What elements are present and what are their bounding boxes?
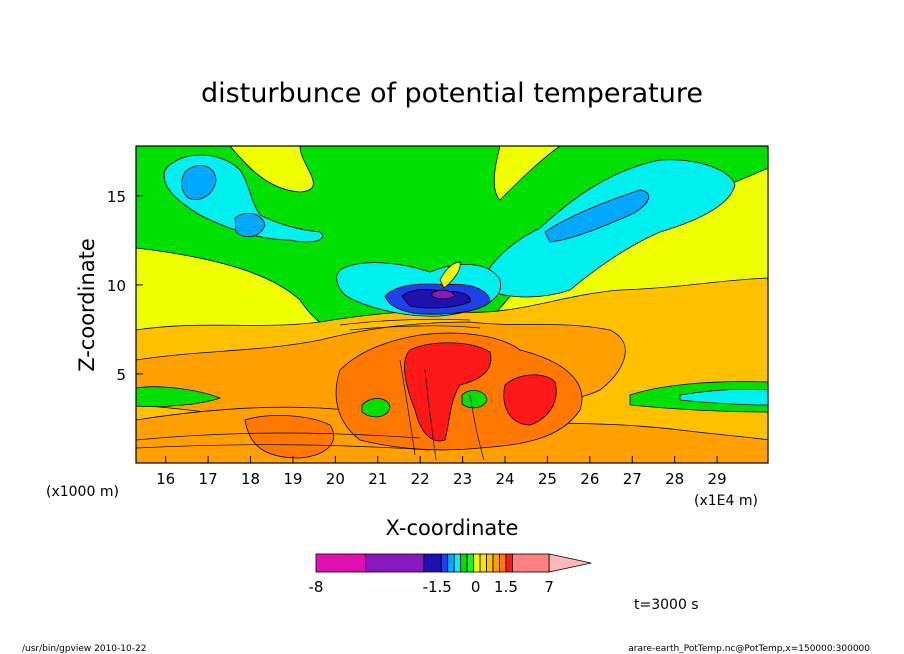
colorbar: -8 -1.5 0 1.5 7 — [309, 553, 592, 596]
x-tick-label: 20 — [326, 470, 345, 488]
yellow-spike — [439, 261, 461, 289]
colorbar-cell — [460, 553, 468, 573]
y-axis: 5 10 15 — [107, 188, 143, 384]
footer-left: /usr/bin/gpview 2010-10-22 — [22, 644, 146, 654]
colorbar-label: 1.5 — [494, 578, 518, 596]
red-core-left — [404, 342, 492, 442]
plot-frame — [135, 145, 769, 464]
x-unit-left: (x1000 m) — [46, 484, 119, 500]
x-tick-label: 26 — [580, 470, 599, 488]
y-tick-label: 5 — [116, 366, 126, 384]
green-patch-center — [461, 390, 488, 409]
colorbar-cell — [512, 553, 550, 573]
blue-right — [544, 189, 650, 243]
colorbar-cell — [499, 553, 507, 573]
plot-area — [136, 146, 768, 463]
x-tick-label: 29 — [708, 470, 727, 488]
colorbar-cell — [466, 553, 474, 573]
x-axis-label: X-coordinate — [386, 516, 519, 540]
x-tick-label: 28 — [665, 470, 684, 488]
colorbar-cell — [440, 553, 449, 573]
yellow-tongue-upper-2 — [493, 146, 561, 201]
x-tick-label: 27 — [623, 470, 642, 488]
green-patch-left — [361, 398, 391, 418]
blue-upper-left — [181, 164, 217, 200]
yellow-tongue-upper — [229, 146, 314, 193]
colorbar-cell — [423, 553, 442, 573]
x-tick-label: 25 — [538, 470, 557, 488]
x-axis: 16 17 18 19 20 21 22 23 24 25 26 27 28 29 — [156, 456, 727, 488]
colorbar-cell — [492, 553, 500, 573]
footer-right: arare-earth_PotTemp.nc@PotTemp,x=150000:… — [628, 644, 870, 654]
colorbar-label: 0 — [471, 578, 481, 596]
colorbar-cell — [315, 553, 367, 573]
blue-small-left — [234, 212, 266, 238]
x-tick-label: 24 — [495, 470, 514, 488]
x-unit-right: (x1E4 m) — [694, 493, 758, 509]
chart-title: disturbunce of potential temperature — [201, 78, 703, 109]
purple-core — [431, 289, 456, 300]
colorbar-cell — [486, 553, 494, 573]
x-tick-label: 16 — [156, 470, 175, 488]
colorbar-cell — [447, 553, 455, 573]
colorbar-cell — [479, 553, 487, 573]
green-strip-left — [136, 386, 222, 408]
x-tick-label: 17 — [199, 470, 218, 488]
colorbar-cell — [473, 553, 481, 573]
y-axis-label: Z-coordinate — [75, 238, 99, 372]
y-tick-label: 10 — [107, 277, 126, 295]
colorbar-label: 7 — [544, 578, 554, 596]
x-tick-label: 23 — [453, 470, 472, 488]
time-annotation: t=3000 s — [634, 597, 699, 613]
cyan-strip-right — [679, 388, 768, 406]
x-tick-label: 21 — [368, 470, 387, 488]
colorbar-label: -8 — [309, 578, 324, 596]
red-core-right — [503, 374, 557, 426]
y-tick-label: 15 — [107, 188, 126, 206]
colorbar-cell — [505, 553, 513, 573]
x-tick-label: 19 — [283, 470, 302, 488]
colorbar-arrow — [548, 553, 592, 573]
x-tick-label: 18 — [241, 470, 260, 488]
contour-lines — [136, 318, 485, 461]
colorbar-label: -1.5 — [423, 578, 452, 596]
x-tick-label: 22 — [411, 470, 430, 488]
colorbar-cell — [365, 553, 425, 573]
colorbar-cell — [453, 553, 462, 573]
